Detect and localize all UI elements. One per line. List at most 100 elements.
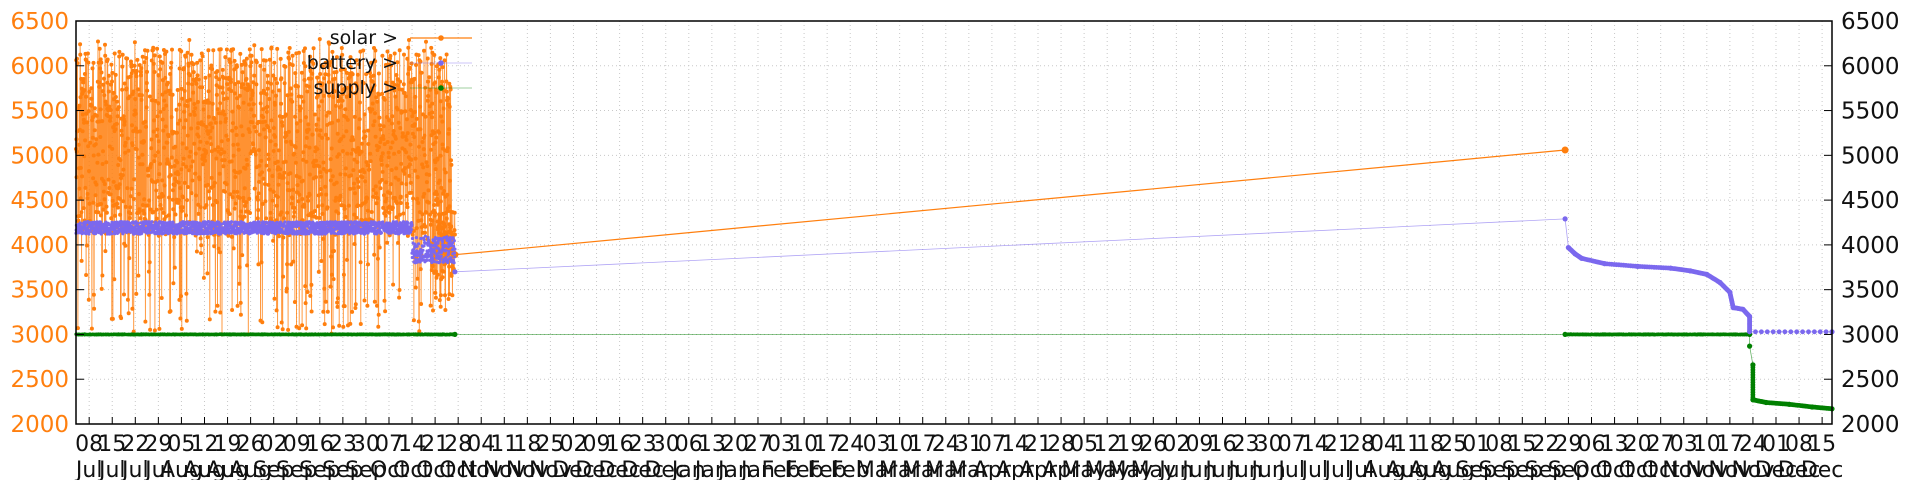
x-tick-label-day: 10 (886, 432, 914, 457)
x-tick-label-month: Jun (1203, 458, 1239, 480)
x-tick-label-day: 18 (513, 432, 541, 457)
x-tick-label-month: Oct (1596, 458, 1634, 480)
x-tick-label-month: Aug (183, 458, 226, 480)
x-tick-label-day: 21 (1324, 432, 1352, 457)
legend-swatch-marker (438, 85, 444, 91)
series-layer (74, 37, 1835, 412)
x-tick-label-day: 09 (283, 432, 311, 457)
x-tick-label-month: Dec (621, 458, 664, 480)
y-tick-label-left: 3500 (10, 278, 69, 304)
x-tick-label-month: Aug (206, 458, 249, 480)
x-tick-label-month: May (1084, 458, 1129, 480)
x-tick-label-day: 09 (1185, 432, 1213, 457)
x-tick-label-month: Dec (1755, 458, 1798, 480)
x-tick-label-day: 26 (237, 432, 265, 457)
x-tick-label-day: 27 (744, 432, 772, 457)
series-band-points (410, 234, 457, 265)
x-tick-label-day: 15 (1808, 432, 1836, 457)
x-tick-label-month: Oct (416, 458, 454, 480)
x-tick-label-day: 01 (1462, 432, 1490, 457)
series-tail-battery (1566, 245, 1835, 335)
x-axis: 08Jul15Jul22Jul29Jul05Aug12Aug19Aug26Aug… (74, 417, 1843, 480)
x-tick-label-month: Dec (598, 458, 641, 480)
y-tick-label-left: 4500 (10, 188, 69, 214)
y-tick-label-left: 3000 (10, 322, 69, 348)
x-tick-label-day: 26 (1139, 432, 1167, 457)
x-tick-label-month: Sep (1525, 458, 1566, 480)
x-tick-label-day: 05 (167, 432, 195, 457)
x-tick-label-day: 10 (790, 432, 818, 457)
x-tick-label-month: Dec (552, 458, 595, 480)
y-tick-label-right: 4500 (1841, 188, 1900, 214)
x-tick-label-month: Jul (1276, 458, 1305, 480)
x-tick-label-day: 13 (698, 432, 726, 457)
x-tick-label-day: 23 (329, 432, 357, 457)
x-tick-label-day: 24 (836, 432, 864, 457)
x-tick-label-month: May (1108, 458, 1153, 480)
x-tick-label-day: 22 (121, 432, 149, 457)
x-tick-label-month: Aug (160, 458, 203, 480)
legend-label: battery > (307, 52, 398, 74)
x-tick-label-day: 18 (1416, 432, 1444, 457)
data-point (1823, 329, 1829, 335)
x-tick-label-day: 06 (675, 432, 703, 457)
x-tick-label-day: 12 (190, 432, 218, 457)
x-tick-label-month: Jan (670, 458, 706, 480)
x-tick-label-month: Nov (1662, 458, 1705, 480)
data-point (1562, 216, 1568, 222)
y-tick-label-right: 5000 (1841, 143, 1900, 169)
data-point (1747, 329, 1752, 335)
x-tick-label-month: Jul (97, 458, 126, 480)
y-tick-label-right: 3500 (1841, 278, 1900, 304)
x-tick-label-day: 19 (214, 432, 242, 457)
x-tick-label-month: Jan (739, 458, 775, 480)
x-tick-label-month: Aug (1432, 458, 1475, 480)
x-tick-label-month: Jul (1323, 458, 1352, 480)
x-tick-label-month: Nov (1731, 458, 1774, 480)
data-point (1812, 329, 1817, 335)
x-tick-label-month: Jun (1226, 458, 1262, 480)
x-tick-label-day: 07 (978, 432, 1006, 457)
series-band-points (74, 219, 414, 236)
x-tick-label-day: 14 (1001, 432, 1029, 457)
data-point (1770, 329, 1776, 335)
x-tick-label-month: Nov (529, 458, 572, 480)
x-tick-label-month: Oct (1642, 458, 1680, 480)
x-tick-label-day: 23 (629, 432, 657, 457)
x-tick-label-month: Nov (506, 458, 549, 480)
y-tick-label-right: 3000 (1841, 322, 1900, 348)
x-tick-label-day: 09 (583, 432, 611, 457)
data-point (1782, 329, 1788, 335)
x-tick-label-day: 05 (1070, 432, 1098, 457)
x-tick-label-day: 03 (1670, 432, 1698, 457)
x-tick-label-day: 10 (1693, 432, 1721, 457)
y-tick-label-left: 6500 (10, 9, 69, 35)
x-tick-label-month: May (1131, 458, 1176, 480)
x-tick-label-month: Apr (1019, 458, 1058, 480)
x-tick-label-month: Sep (322, 458, 363, 480)
x-tick-label-month: Mar (856, 458, 898, 480)
x-tick-label-month: Sep (1455, 458, 1496, 480)
x-tick-label-day: 21 (1024, 432, 1052, 457)
x-tick-label-day: 02 (559, 432, 587, 457)
x-tick-label-day: 28 (1347, 432, 1375, 457)
y-tick-label-right: 2500 (1841, 367, 1900, 393)
legend-swatch-marker (438, 35, 444, 41)
x-tick-label-day: 02 (260, 432, 288, 457)
x-tick-label-month: Oct (1619, 458, 1657, 480)
x-tick-label-month: Mar (948, 458, 990, 480)
x-tick-label-day: 12 (1093, 432, 1121, 457)
x-tick-label-month: Nov (460, 458, 503, 480)
x-tick-label-day: 27 (1647, 432, 1675, 457)
y-tick-label-right: 2000 (1841, 412, 1900, 438)
x-tick-label-month: Dec (1778, 458, 1821, 480)
series-line (454, 149, 1566, 256)
data-point (1764, 329, 1770, 335)
x-tick-label-month: Jun (1157, 458, 1193, 480)
x-tick-label-day: 17 (1716, 432, 1744, 457)
x-tick-label-month: Oct (370, 458, 408, 480)
x-tick-label-day: 30 (652, 432, 680, 457)
series-band-points (74, 332, 457, 337)
x-tick-label-month: Jan (693, 458, 729, 480)
